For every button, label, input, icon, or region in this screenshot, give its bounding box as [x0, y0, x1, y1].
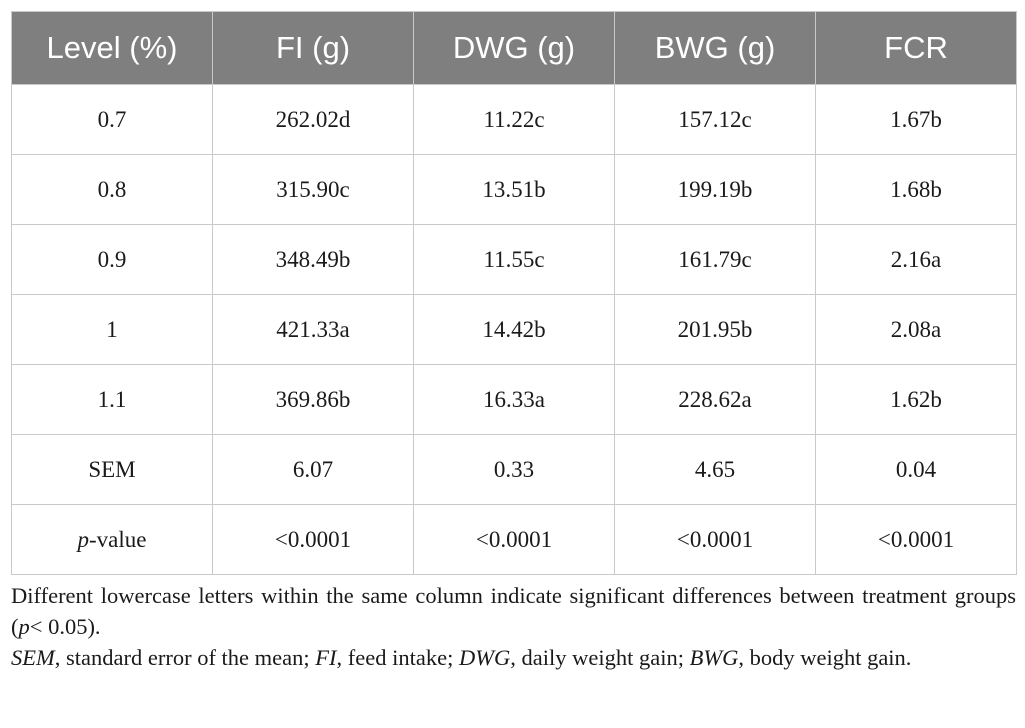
cell-bwg: 161.79c [614, 224, 816, 295]
table-row-sem: SEM 6.07 0.33 4.65 0.04 [11, 434, 1017, 505]
header-dwg: DWG (g) [413, 11, 615, 85]
cell-dwg: 0.33 [413, 434, 615, 505]
table-footnotes: Different lowercase letters within the s… [11, 580, 1016, 673]
cell-level: 1 [11, 294, 213, 365]
cell-fcr: 1.68b [815, 154, 1017, 225]
cell-fcr: 2.16a [815, 224, 1017, 295]
cell-level: 0.8 [11, 154, 213, 225]
cell-fcr: 2.08a [815, 294, 1017, 365]
footnote-text: Different lowercase letters within the s… [11, 583, 1016, 639]
cell-dwg: <0.0001 [413, 504, 615, 575]
pvalue-italic-p: p [77, 526, 90, 552]
table-row: 0.9 348.49b 11.55c 161.79c 2.16a [11, 224, 1017, 295]
cell-bwg: <0.0001 [614, 504, 816, 575]
results-table: Level (%) FI (g) DWG (g) BWG (g) FCR 0.7… [11, 11, 1017, 575]
cell-fi: 262.02d [212, 84, 414, 155]
table-header-row: Level (%) FI (g) DWG (g) BWG (g) FCR [11, 11, 1017, 85]
cell-level: SEM [11, 434, 213, 505]
abbr-def: , feed intake; [336, 645, 459, 670]
cell-dwg: 11.55c [413, 224, 615, 295]
cell-fcr: 1.62b [815, 364, 1017, 435]
cell-bwg: 157.12c [614, 84, 816, 155]
cell-dwg: 16.33a [413, 364, 615, 435]
table-row: 1 421.33a 14.42b 201.95b 2.08a [11, 294, 1017, 365]
abbr-def: , daily weight gain; [510, 645, 690, 670]
abbr-def: , standard error of the mean; [54, 645, 316, 670]
cell-level: 0.9 [11, 224, 213, 295]
cell-fi: 348.49b [212, 224, 414, 295]
header-level: Level (%) [11, 11, 213, 85]
footnote-text: < 0.05). [29, 614, 101, 639]
cell-fcr: 0.04 [815, 434, 1017, 505]
table-row: 0.8 315.90c 13.51b 199.19b 1.68b [11, 154, 1017, 225]
abbr-term: BWG [689, 645, 739, 670]
cell-fi: <0.0001 [212, 504, 414, 575]
results-table-container: Level (%) FI (g) DWG (g) BWG (g) FCR 0.7… [11, 11, 1017, 575]
footnote-significance: Different lowercase letters within the s… [11, 580, 1016, 642]
cell-fi: 6.07 [212, 434, 414, 505]
header-fcr: FCR [815, 11, 1017, 85]
abbr-def: , body weight gain. [738, 645, 912, 670]
abbr-term: DWG [458, 645, 511, 670]
table-row: 0.7 262.02d 11.22c 157.12c 1.67b [11, 84, 1017, 155]
cell-level: 1.1 [11, 364, 213, 435]
cell-fcr: 1.67b [815, 84, 1017, 155]
pvalue-label-rest: -value [89, 526, 147, 552]
cell-bwg: 199.19b [614, 154, 816, 225]
cell-fi: 315.90c [212, 154, 414, 225]
cell-fcr: <0.0001 [815, 504, 1017, 575]
cell-pvalue-label: p-value [11, 504, 213, 575]
cell-level: 0.7 [11, 84, 213, 155]
cell-fi: 369.86b [212, 364, 414, 435]
header-bwg: BWG (g) [614, 11, 816, 85]
cell-bwg: 228.62a [614, 364, 816, 435]
footnote-p-symbol: p [18, 614, 30, 639]
header-fi: FI (g) [212, 11, 414, 85]
cell-fi: 421.33a [212, 294, 414, 365]
table-row: 1.1 369.86b 16.33a 228.62a 1.62b [11, 364, 1017, 435]
cell-dwg: 14.42b [413, 294, 615, 365]
abbr-term: SEM [11, 645, 55, 670]
footnote-abbreviations: SEM, standard error of the mean; FI, fee… [11, 642, 1016, 673]
cell-bwg: 201.95b [614, 294, 816, 365]
cell-dwg: 13.51b [413, 154, 615, 225]
abbr-term: FI [315, 645, 337, 670]
table-row-pvalue: p-value <0.0001 <0.0001 <0.0001 <0.0001 [11, 504, 1017, 575]
cell-dwg: 11.22c [413, 84, 615, 155]
cell-bwg: 4.65 [614, 434, 816, 505]
